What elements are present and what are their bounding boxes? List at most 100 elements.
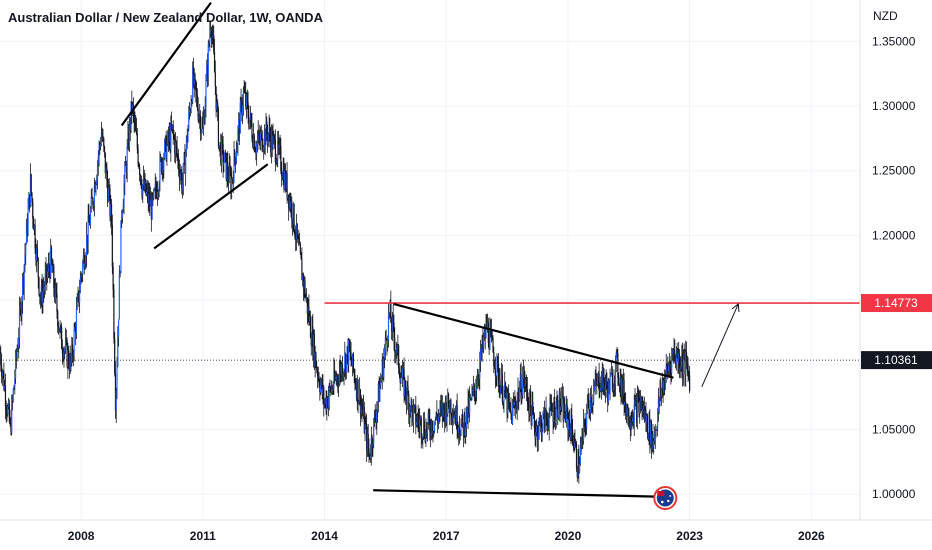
- candle-body: [190, 103, 192, 112]
- candle-body: [91, 196, 93, 199]
- candle-body: [607, 381, 610, 403]
- trendline: [120, 1, 212, 127]
- candle-body: [359, 389, 362, 414]
- candle-body: [579, 463, 581, 473]
- candle-body: [118, 273, 120, 320]
- candle-body: [198, 116, 200, 120]
- candle-body: [637, 396, 639, 398]
- candle-body: [658, 398, 660, 405]
- candle-body: [446, 413, 448, 422]
- candle-body: [195, 91, 198, 95]
- candle-body: [241, 100, 243, 115]
- candle-body: [453, 415, 455, 418]
- candle-body: [117, 319, 120, 337]
- candle-body: [135, 122, 137, 131]
- candle-body: [496, 356, 498, 376]
- candle-body: [378, 383, 380, 402]
- candle-body: [491, 336, 493, 339]
- candle-body: [492, 338, 494, 353]
- candle-body: [67, 350, 69, 367]
- candle-body: [159, 158, 161, 185]
- candle-body: [102, 137, 104, 140]
- candle-body: [171, 124, 174, 129]
- candle-body: [170, 123, 172, 150]
- candle-body: [540, 419, 543, 436]
- candle-body: [660, 388, 663, 397]
- candle-body: [596, 376, 599, 386]
- candle-body: [454, 415, 457, 425]
- candle-body: [577, 457, 579, 477]
- candle-body: [217, 109, 220, 148]
- candle-body: [664, 378, 667, 389]
- candle-body: [248, 116, 250, 127]
- candle-body: [508, 392, 510, 403]
- candle-body: [101, 133, 103, 140]
- candle-body: [396, 345, 398, 354]
- drawing-annotations: [0, 1, 860, 498]
- candle-body: [10, 421, 12, 433]
- candle-body: [234, 151, 236, 158]
- candle-body: [436, 412, 438, 418]
- flag-star: [669, 495, 672, 497]
- candle-body: [469, 398, 471, 414]
- candle-body: [501, 374, 503, 403]
- candle-body: [407, 386, 409, 395]
- candle-body: [9, 421, 11, 423]
- candle-body: [15, 353, 17, 379]
- candle-body: [250, 113, 252, 124]
- y-tick-label: 1.00000: [872, 487, 916, 501]
- candle-body: [371, 436, 373, 447]
- candle-body: [78, 292, 81, 303]
- candle-body: [471, 390, 473, 399]
- candle-body: [536, 426, 538, 433]
- candle-body: [410, 400, 412, 416]
- candle-body: [514, 401, 516, 406]
- candle-body: [329, 385, 331, 388]
- candle-body: [123, 183, 125, 206]
- candle-body: [318, 376, 320, 386]
- candle-body: [131, 101, 133, 112]
- candle-body: [39, 296, 42, 302]
- candle-body: [57, 326, 60, 329]
- candle-body: [114, 373, 117, 411]
- candle-body: [40, 285, 42, 302]
- candle-body: [395, 351, 397, 354]
- candle-body: [280, 146, 282, 171]
- candle-body: [139, 175, 142, 177]
- candle-body: [569, 426, 571, 439]
- candle-body: [323, 403, 326, 405]
- candle-body: [582, 434, 584, 441]
- candle-body: [287, 194, 289, 199]
- candle-body: [82, 254, 85, 263]
- candle-body: [103, 137, 105, 147]
- candle-body: [525, 379, 527, 385]
- candle-body: [445, 401, 447, 422]
- candle-body: [121, 212, 124, 218]
- candle-body: [523, 369, 525, 387]
- candle-body: [439, 405, 441, 415]
- y-tick-label: 1.35000: [872, 34, 916, 48]
- candle-body: [409, 406, 411, 416]
- candle-body: [468, 397, 470, 414]
- candle-body: [650, 421, 652, 450]
- candle-body: [258, 132, 260, 137]
- candle-body: [635, 399, 637, 401]
- candle-body: [361, 405, 363, 410]
- candle-body: [21, 301, 23, 317]
- candle-body: [469, 397, 472, 399]
- candle-body: [238, 119, 240, 129]
- candle-body: [673, 350, 675, 353]
- candle-body: [459, 432, 461, 436]
- candle-body: [284, 170, 286, 189]
- candle-body: [479, 348, 482, 362]
- candle-body: [391, 322, 393, 332]
- candle-body: [277, 139, 279, 160]
- candle-body: [206, 65, 209, 77]
- candle-body: [142, 185, 144, 196]
- candle-body: [270, 131, 273, 153]
- candle-body: [257, 132, 259, 141]
- candle-body: [591, 403, 593, 408]
- candle-body: [94, 184, 96, 192]
- candle-body: [657, 412, 659, 429]
